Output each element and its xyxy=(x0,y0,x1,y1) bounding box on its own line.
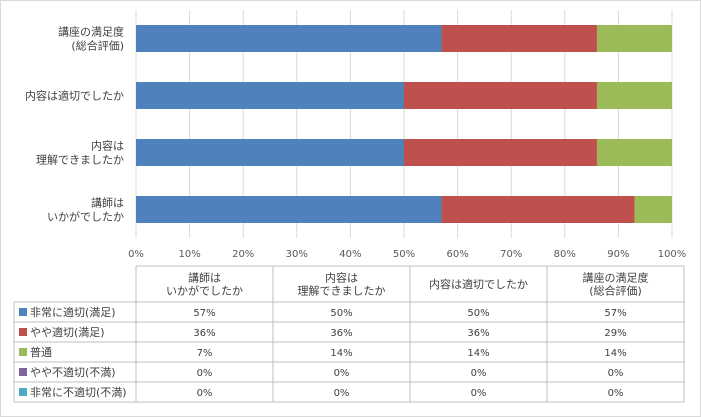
category-label: 講座の満足度(総合評価) xyxy=(58,25,124,53)
table-cell-value: 36% xyxy=(330,328,352,339)
series-name: やや適切(満足) xyxy=(30,325,105,339)
x-tick-label: 0% xyxy=(128,249,144,260)
bar-segment xyxy=(596,25,672,52)
bar-segment xyxy=(404,82,597,109)
table-cell-value: 57% xyxy=(604,308,626,319)
legend-swatch xyxy=(19,328,27,336)
bar-segment xyxy=(441,196,635,223)
legend-swatch xyxy=(19,368,27,376)
table-cell-value: 36% xyxy=(193,328,215,339)
x-tick-label: 30% xyxy=(286,249,308,260)
legend-swatch xyxy=(19,348,27,356)
bar-segment xyxy=(596,82,672,109)
bar-segment xyxy=(136,82,404,109)
series-name: やや不適切(不満) xyxy=(30,365,116,379)
x-tick-label: 10% xyxy=(178,249,200,260)
x-tick-label: 20% xyxy=(232,249,254,260)
bar-segment xyxy=(596,139,672,166)
bar-segment xyxy=(441,25,597,52)
table-header: 講師はいかがでしたか xyxy=(166,271,243,298)
table-cell-value: 0% xyxy=(608,368,624,379)
category-label: 講師はいかがでしたか xyxy=(47,196,124,224)
table-cell-value: 14% xyxy=(330,348,352,359)
table-header: 講座の満足度(総合評価) xyxy=(583,271,649,298)
table-cell-value: 29% xyxy=(604,328,626,339)
table-cell-value: 7% xyxy=(197,348,213,359)
series-name: 非常に適切(満足) xyxy=(30,305,116,319)
legend-swatch xyxy=(19,388,27,396)
x-tick-label: 60% xyxy=(446,249,468,260)
x-tick-label: 80% xyxy=(554,249,576,260)
bar-segment xyxy=(136,139,404,166)
table-cell-value: 0% xyxy=(471,368,487,379)
x-tick-label: 40% xyxy=(339,249,361,260)
x-tick-label: 70% xyxy=(500,249,522,260)
table-cell-value: 14% xyxy=(467,348,489,359)
table-cell-value: 0% xyxy=(197,368,213,379)
bar-segment xyxy=(136,25,442,52)
table-cell-value: 57% xyxy=(193,308,215,319)
legend-swatch xyxy=(19,308,27,316)
table-cell-value: 0% xyxy=(608,388,624,399)
table-header: 内容は理解できましたか xyxy=(298,271,386,298)
category-label: 内容は適切でしたか xyxy=(25,89,124,103)
category-label: 内容は理解できましたか xyxy=(36,139,124,167)
x-tick-label: 50% xyxy=(393,249,415,260)
table-cell-value: 50% xyxy=(330,308,352,319)
table-header: 内容は適切でしたか xyxy=(429,277,528,291)
table-cell-value: 50% xyxy=(467,308,489,319)
table-cell-value: 0% xyxy=(334,388,350,399)
x-tick-label: 100% xyxy=(658,249,687,260)
bar-segment xyxy=(136,196,442,223)
table-cell-value: 0% xyxy=(334,368,350,379)
bar-segment xyxy=(404,139,597,166)
table-cell-value: 0% xyxy=(197,388,213,399)
series-name: 非常に不適切(不満) xyxy=(30,385,127,399)
table-cell-value: 36% xyxy=(467,328,489,339)
table-cell-value: 14% xyxy=(604,348,626,359)
bar-segment xyxy=(634,196,672,223)
table-cell-value: 0% xyxy=(471,388,487,399)
x-tick-label: 90% xyxy=(607,249,629,260)
series-name: 普通 xyxy=(30,345,52,359)
